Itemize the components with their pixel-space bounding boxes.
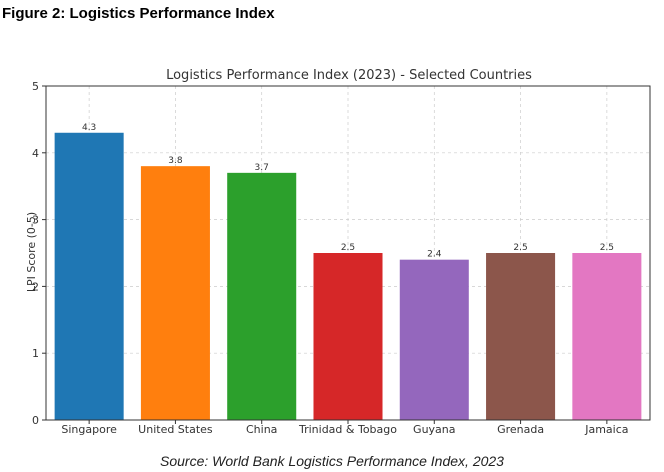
source-note: Source: World Bank Logistics Performance… xyxy=(160,453,504,469)
bar xyxy=(140,166,210,420)
y-axis-label: LPI Score (0-5) xyxy=(25,212,38,292)
bar xyxy=(313,253,383,420)
x-tick-label: Singapore xyxy=(61,423,117,436)
axes: 0 1 2 3 4 5 Singapore United States China Trinida… xyxy=(32,80,651,436)
bar xyxy=(486,253,556,420)
y-tick-label: 2 xyxy=(32,280,39,293)
bar-value-label: 2.4 xyxy=(427,250,442,260)
y-tick-label: 3 xyxy=(32,214,39,227)
bar-value-label: 3.7 xyxy=(255,163,269,173)
x-tick-label: Grenada xyxy=(497,423,544,436)
chart-title: Logistics Performance Index (2023) - Sel… xyxy=(166,68,532,83)
y-tick-label: 0 xyxy=(32,414,39,427)
figure-caption: Figure 2: Logistics Performance Index xyxy=(2,5,275,22)
y-tick-label: 1 xyxy=(32,347,39,360)
bar xyxy=(227,172,297,420)
y-tick-label: 5 xyxy=(32,80,39,93)
x-tick-label: United States xyxy=(138,423,213,436)
bar xyxy=(54,132,124,420)
bar-value-label: 2.5 xyxy=(513,243,527,253)
x-tick-label: China xyxy=(246,423,277,436)
bar-value-label: 4.3 xyxy=(82,123,96,133)
bar-value-label: 2.5 xyxy=(341,243,355,253)
y-tick-label: 4 xyxy=(32,147,39,160)
bar-value-label: 2.5 xyxy=(600,243,614,253)
bar xyxy=(399,259,469,420)
x-tick-label: Jamaica xyxy=(584,423,628,436)
plot-frame xyxy=(45,85,651,421)
bars: 4.3 3.8 3.7 2.5 2.4 2.5 2.5 xyxy=(54,123,642,420)
bar xyxy=(572,253,642,420)
x-tick-label: Trinidad & Tobago xyxy=(298,423,397,436)
bar-value-label: 3.8 xyxy=(168,156,183,166)
x-tick-label: Guyana xyxy=(413,423,455,436)
